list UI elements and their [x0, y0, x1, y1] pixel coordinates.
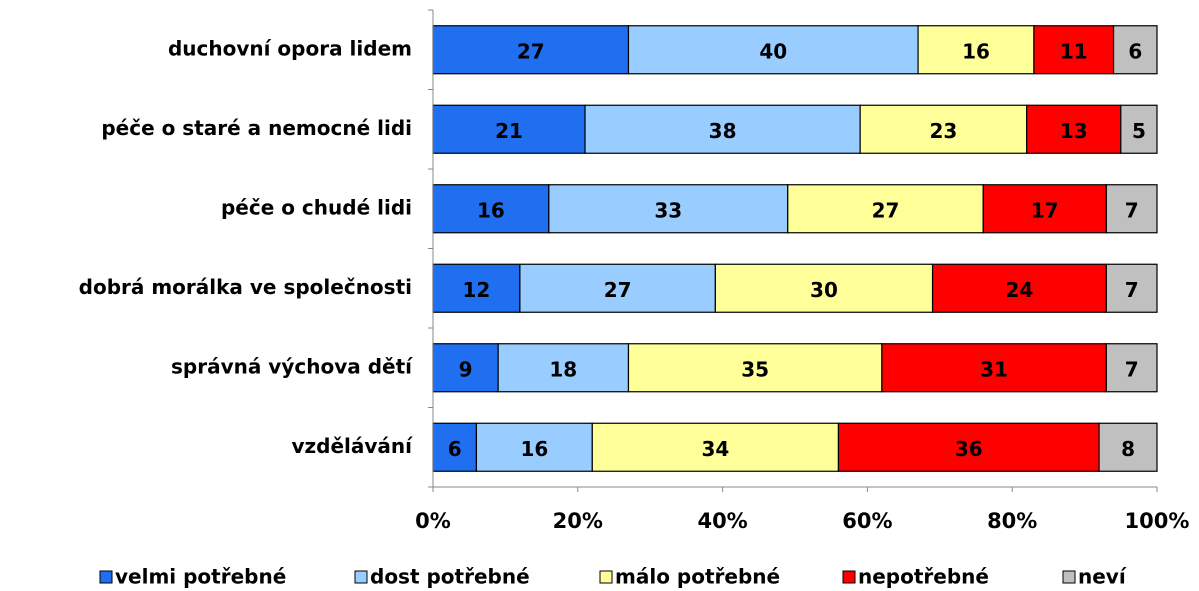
- value-label: 36: [955, 437, 983, 461]
- x-tick-label: 80%: [987, 509, 1037, 533]
- x-tick-label: 60%: [842, 509, 892, 533]
- bar-segment: [1105, 263, 1158, 313]
- value-label: 23: [929, 119, 957, 143]
- bar-segment: [714, 263, 934, 313]
- value-label: 7: [1125, 278, 1139, 302]
- legend-label: dost potřebné: [370, 565, 530, 589]
- value-label: 18: [549, 357, 577, 381]
- value-label: 17: [1031, 198, 1059, 222]
- bar-segment: [1098, 422, 1158, 472]
- category-label: péče o chudé lidi: [221, 195, 412, 219]
- category-label: duchovní opora lidem: [168, 36, 412, 60]
- bar-segment: [497, 343, 630, 393]
- bar-segment: [859, 104, 1028, 154]
- bar-segment: [591, 422, 840, 472]
- bar-segment: [1112, 25, 1158, 75]
- value-label: 13: [1060, 119, 1088, 143]
- value-label: 6: [1128, 39, 1142, 63]
- legend-swatch: [99, 570, 113, 584]
- bar-segment: [475, 422, 593, 472]
- bar-segment: [931, 263, 1107, 313]
- bar-segment: [584, 104, 861, 154]
- bar-segment: [432, 25, 630, 75]
- value-label: 6: [448, 437, 462, 461]
- value-label: 16: [962, 39, 990, 63]
- x-tick-label: 100%: [1125, 509, 1190, 533]
- value-label: 8: [1121, 437, 1135, 461]
- x-tick-label: 0%: [415, 509, 451, 533]
- value-label: 40: [759, 39, 787, 63]
- value-label: 16: [477, 198, 505, 222]
- value-label: 27: [604, 278, 632, 302]
- x-tick-label: 20%: [553, 509, 603, 533]
- bar-segment: [432, 343, 499, 393]
- value-label: 24: [1006, 278, 1034, 302]
- value-label: 12: [463, 278, 491, 302]
- legend-label: málo potřebné: [615, 565, 780, 589]
- bar-segment: [548, 184, 789, 234]
- category-label: vzdělávání: [291, 434, 413, 458]
- value-label: 21: [495, 119, 523, 143]
- value-label: 5: [1132, 119, 1146, 143]
- bar-segment: [982, 184, 1107, 234]
- bar-segment: [1105, 343, 1158, 393]
- value-label: 16: [520, 437, 548, 461]
- bar-segment: [1120, 104, 1158, 154]
- legend-swatch: [842, 570, 856, 584]
- bar-segment: [1026, 104, 1122, 154]
- bar-segment: [627, 343, 883, 393]
- legend-swatch: [354, 570, 368, 584]
- legend-swatch: [599, 570, 613, 584]
- category-label: správná výchova dětí: [171, 354, 413, 378]
- category-label: dobrá morálka ve společnosti: [79, 275, 412, 299]
- value-label: 27: [517, 39, 545, 63]
- value-label: 33: [654, 198, 682, 222]
- bar-segment: [627, 25, 919, 75]
- value-label: 11: [1060, 39, 1088, 63]
- value-label: 30: [810, 278, 838, 302]
- legend-label: velmi potřebné: [115, 565, 286, 589]
- bar-segment: [1105, 184, 1158, 234]
- value-label: 34: [701, 437, 729, 461]
- legend-label: neví: [1078, 565, 1127, 589]
- value-label: 9: [459, 357, 473, 381]
- value-label: 38: [709, 119, 737, 143]
- value-label: 7: [1125, 357, 1139, 381]
- value-label: 31: [980, 357, 1008, 381]
- value-label: 35: [741, 357, 769, 381]
- bar-segment: [519, 263, 716, 313]
- bar-segment: [917, 25, 1035, 75]
- x-tick-label: 40%: [697, 509, 747, 533]
- legend-label: nepotřebné: [858, 565, 989, 589]
- bar-segment: [837, 422, 1100, 472]
- bar-segment: [787, 184, 984, 234]
- value-label: 7: [1125, 198, 1139, 222]
- category-label: péče o staré a nemocné lidi: [101, 116, 412, 140]
- value-label: 27: [872, 198, 900, 222]
- legend-swatch: [1062, 570, 1076, 584]
